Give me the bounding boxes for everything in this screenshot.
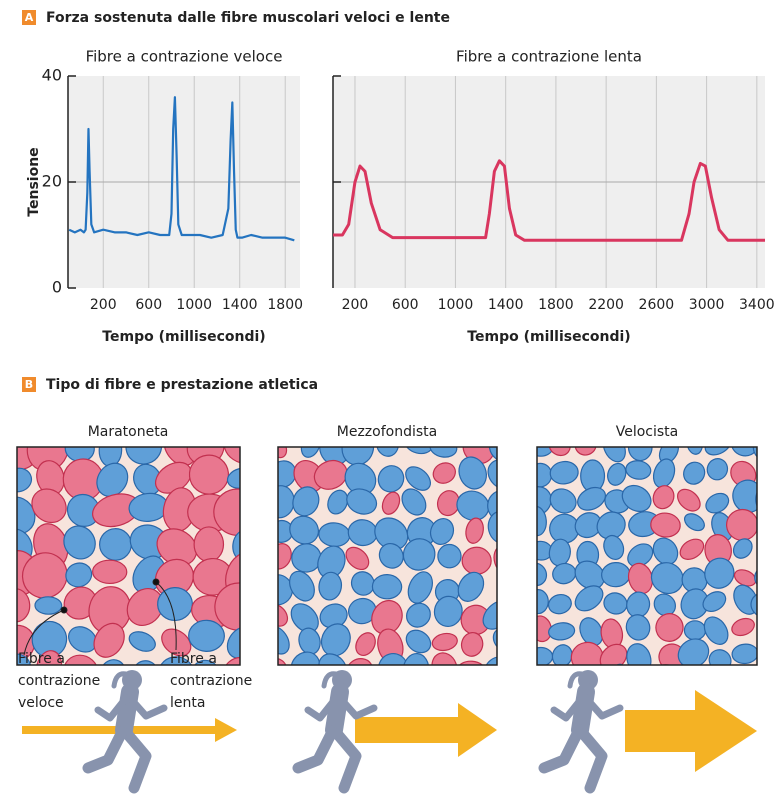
fiber (92, 560, 127, 584)
fiber (759, 538, 784, 563)
x-axis-title: Tempo (millisecondi) (467, 329, 630, 345)
fiber (462, 547, 491, 574)
fiber (607, 663, 631, 695)
fiber (515, 664, 551, 697)
fiber (372, 574, 402, 599)
fiber (754, 565, 782, 589)
x-tick-label: 1800 (538, 297, 574, 313)
fiber (528, 589, 549, 613)
x-tick-label: 2600 (639, 297, 675, 313)
chart-title: Fibre a contrazione lenta (456, 48, 642, 66)
runner (544, 670, 620, 788)
fiber (261, 574, 292, 605)
x-axis-title: Tempo (millisecondi) (102, 329, 265, 345)
tissue-panel (515, 429, 784, 701)
annotation: Fibre a contrazione lenta (170, 648, 265, 714)
section-letter: A (25, 11, 34, 24)
x-tick-label: 200 (342, 297, 369, 313)
fiber (35, 597, 62, 615)
tissue-panel (259, 422, 530, 691)
x-tick-label: 600 (392, 297, 419, 313)
page: A Forza sostenuta dalle fibre muscolari … (0, 0, 784, 806)
fiber (755, 456, 784, 484)
panel-title: Velocista (616, 424, 679, 440)
fiber (756, 611, 784, 644)
figure: A Forza sostenuta dalle fibre muscolari … (0, 0, 784, 806)
x-tick-label: 2200 (588, 297, 624, 313)
panel-title: Maratoneta (88, 424, 169, 440)
panel-title: Mezzofondista (337, 424, 437, 440)
y-axis-title: Tensione (26, 147, 42, 216)
fiber (733, 665, 763, 696)
annotation: Fibre a contrazione veloce (18, 648, 113, 714)
section-title: Tipo di fibre e prestazione atletica (46, 377, 318, 393)
fiber (756, 638, 783, 666)
fiber (702, 668, 733, 696)
fiber (629, 669, 656, 692)
section-letter: B (25, 378, 33, 391)
x-tick-label: 1800 (267, 297, 303, 313)
fiber (99, 528, 132, 561)
fiber (756, 510, 784, 543)
fiber (194, 527, 224, 562)
section-title: Forza sostenuta dalle fibre muscolari ve… (46, 10, 450, 26)
x-tick-label: 1000 (438, 297, 474, 313)
y-tick-label: 0 (52, 278, 62, 297)
chart-title: Fibre a contrazione veloce (86, 48, 283, 66)
tissue-panels (0, 420, 784, 701)
x-tick-label: 1000 (176, 297, 212, 313)
x-tick-label: 600 (135, 297, 162, 313)
y-tick-label: 20 (42, 172, 62, 191)
x-tick-label: 3000 (689, 297, 725, 313)
y-tick-label: 40 (42, 66, 62, 85)
x-tick-label: 1400 (222, 297, 258, 313)
x-tick-label: 200 (90, 297, 117, 313)
fiber (497, 573, 513, 596)
x-tick-label: 3400 (739, 297, 775, 313)
x-tick-label: 1400 (488, 297, 524, 313)
fiber (684, 621, 705, 640)
